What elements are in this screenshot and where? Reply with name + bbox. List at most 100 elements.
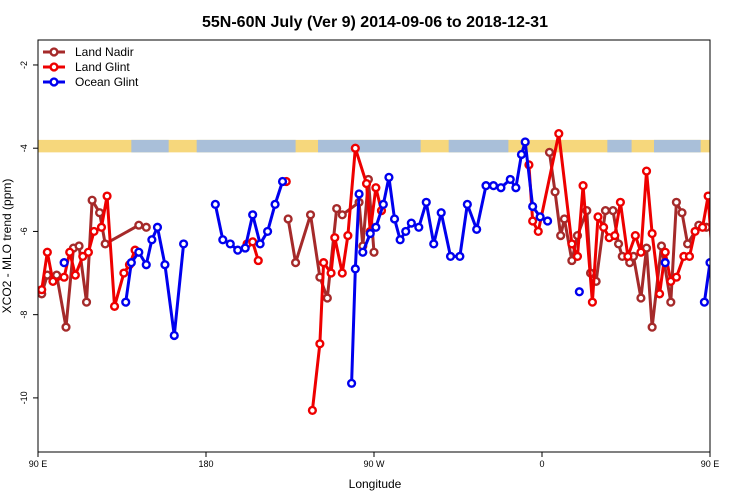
- chart-title: 55N-60N July (Ver 9) 2014-09-06 to 2018-…: [202, 14, 548, 31]
- ocean-glint-point: [347, 378, 357, 388]
- land-glint-point: [83, 247, 94, 257]
- land-nadir-point: [666, 297, 676, 307]
- y-tick-label: -4: [19, 144, 29, 152]
- land-nadir-point: [61, 322, 71, 332]
- land-nadir-point: [556, 230, 566, 241]
- land-mask-band: [38, 139, 710, 153]
- y-axis: -2 -4 -6 -8 -10: [19, 61, 38, 404]
- ocean-glint-point: [574, 287, 584, 297]
- land-glint-point: [343, 230, 353, 241]
- ocean-glint-point: [350, 264, 360, 274]
- land-glint-point: [641, 166, 652, 176]
- land-nadir-point: [559, 214, 570, 224]
- y-tick-label: -10: [19, 391, 29, 404]
- land-nadir-point: [332, 203, 342, 214]
- land-glint-point: [729, 261, 736, 268]
- x-tick-label: 90 E: [29, 459, 48, 469]
- legend-item-ocean-glint: Ocean Glint: [43, 75, 139, 89]
- land-glint-point: [65, 247, 75, 257]
- ocean-glint-point: [358, 247, 368, 257]
- series-layer: [38, 129, 750, 415]
- x-tick-label: 180: [198, 459, 213, 469]
- legend-item-land-glint: Land Glint: [43, 60, 130, 74]
- ocean-glint-point: [179, 239, 189, 249]
- land-glint-point: [89, 226, 99, 237]
- land-glint-point: [593, 212, 603, 222]
- land-glint-point: [703, 191, 710, 201]
- band-ocean: [654, 139, 701, 153]
- land-glint-point: [350, 143, 360, 153]
- ocean-glint-point: [511, 183, 521, 193]
- band-ocean: [196, 139, 296, 153]
- land-nadir-point: [647, 322, 657, 332]
- legend-label: Ocean Glint: [75, 75, 139, 89]
- land-nadir-point: [567, 255, 577, 266]
- ocean-glint-point: [240, 243, 250, 253]
- ocean-glint-point: [169, 330, 179, 341]
- land-glint-point: [572, 251, 583, 262]
- ocean-glint-point: [121, 297, 131, 307]
- land-glint-point: [48, 276, 58, 286]
- ocean-glint-point: [516, 149, 527, 160]
- y-axis-label: XCO2 - MLO trend (ppm): [0, 179, 14, 314]
- band-ocean: [318, 139, 421, 153]
- land-glint-point: [248, 237, 258, 247]
- ocean-glint-point: [263, 226, 273, 237]
- land-glint-point: [684, 251, 695, 262]
- land-glint-point: [690, 226, 700, 237]
- land-nadir-point: [81, 297, 92, 307]
- ocean-glint-point: [714, 249, 721, 256]
- band-ocean: [131, 139, 169, 153]
- ocean-glint-point: [354, 189, 364, 199]
- ocean-glint-line: [361, 140, 549, 258]
- land-nadir-point: [369, 247, 379, 257]
- legend-label: Land Glint: [75, 60, 130, 74]
- land-glint-point: [307, 405, 318, 415]
- x-tick-label: 90 W: [363, 459, 385, 469]
- ocean-glint-point: [455, 251, 465, 262]
- land-glint-point: [623, 251, 633, 262]
- ocean-glint-point: [160, 260, 170, 270]
- ocean-glint-point: [528, 201, 538, 212]
- ocean-glint-point: [277, 176, 288, 187]
- land-nadir-point: [305, 210, 316, 220]
- y-tick-label: -8: [19, 311, 29, 319]
- land-nadir-point: [544, 147, 555, 157]
- ocean-glint-point: [210, 199, 220, 209]
- land-nadir-point: [656, 241, 667, 251]
- land-glint-point: [671, 272, 682, 282]
- land-nadir-point: [682, 239, 693, 249]
- ocean-glint-line: [702, 260, 710, 303]
- land-glint-point: [666, 276, 676, 286]
- land-glint-point: [70, 270, 80, 280]
- land-glint-point: [59, 272, 69, 282]
- legend-item-land-nadir: Land Nadir: [43, 45, 134, 59]
- land-nadir-point: [74, 241, 84, 251]
- land-glint-point: [654, 289, 665, 299]
- land-glint-point: [615, 197, 626, 207]
- land-glint-point: [647, 228, 657, 239]
- ocean-glint-line: [350, 193, 361, 384]
- legend-marker: [49, 47, 59, 57]
- land-glint-point: [610, 230, 620, 241]
- land-nadir-point: [291, 258, 301, 268]
- land-nadir-point: [87, 195, 97, 205]
- ocean-glint-point: [225, 239, 235, 249]
- ocean-glint-point: [134, 247, 144, 257]
- ocean-glint-point: [481, 181, 491, 191]
- land-glint-point: [102, 191, 112, 201]
- land-glint-point: [38, 285, 47, 295]
- ocean-glint-point: [365, 228, 375, 239]
- land-glint-point: [712, 303, 719, 310]
- land-glint-point: [96, 222, 107, 232]
- land-nadir-point: [608, 206, 618, 216]
- land-glint-point: [587, 297, 598, 307]
- ocean-glint-point: [152, 222, 163, 232]
- ocean-glint-point: [744, 261, 750, 268]
- ocean-glint-point: [384, 172, 394, 182]
- y-tick-label: -6: [19, 227, 29, 235]
- band-ocean: [448, 139, 509, 153]
- land-glint-point: [337, 268, 347, 278]
